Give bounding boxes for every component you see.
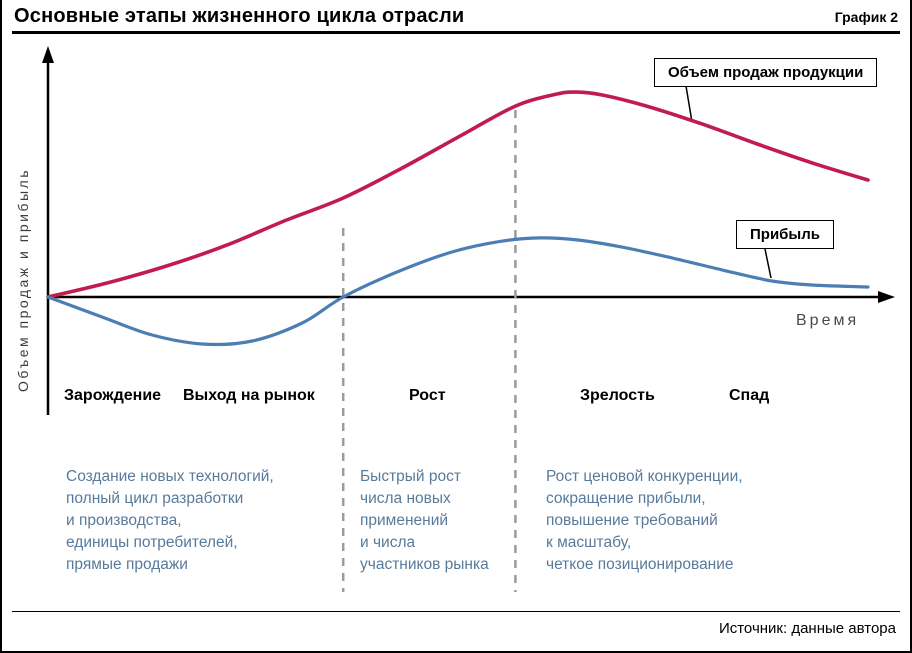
phase-label-maturity: Зрелость [580, 387, 655, 404]
phase-label-inception: Зарождение [64, 387, 162, 404]
phase-label-market-entry: Выход на рынок [183, 387, 315, 404]
chart-number-tag: График 2 [834, 9, 898, 25]
sales-curve [46, 90, 870, 299]
phase-description-growth: Быстрый рост числа новых применений и чи… [360, 468, 489, 573]
page-title: Основные этапы жизненного цикла отрасли [14, 5, 465, 27]
title-rule [12, 31, 900, 34]
sales-series-callout: Объем продаж продукции [654, 58, 878, 87]
y-axis-arrow-icon [42, 46, 54, 63]
phase-label-decline: Спад [729, 387, 770, 404]
x-axis-arrow-icon [878, 291, 895, 303]
source-note: Источник: данные автора [718, 620, 896, 637]
profit-callout-leader [764, 248, 772, 279]
phase-description-inception: Создание новых технологий, полный цикл р… [66, 468, 274, 573]
profit-curve [46, 236, 870, 347]
phase-description-maturity: Рост ценовой конкуренции, сокращение при… [546, 468, 743, 573]
x-axis-label: Время [796, 312, 860, 329]
profit-series-callout: Прибыль [736, 220, 834, 249]
footer-rule [12, 611, 900, 612]
y-axis-label: Объем продаж и прибыль [15, 168, 31, 392]
sales-callout-leader [685, 85, 693, 123]
phase-label-growth: Рост [409, 387, 446, 404]
